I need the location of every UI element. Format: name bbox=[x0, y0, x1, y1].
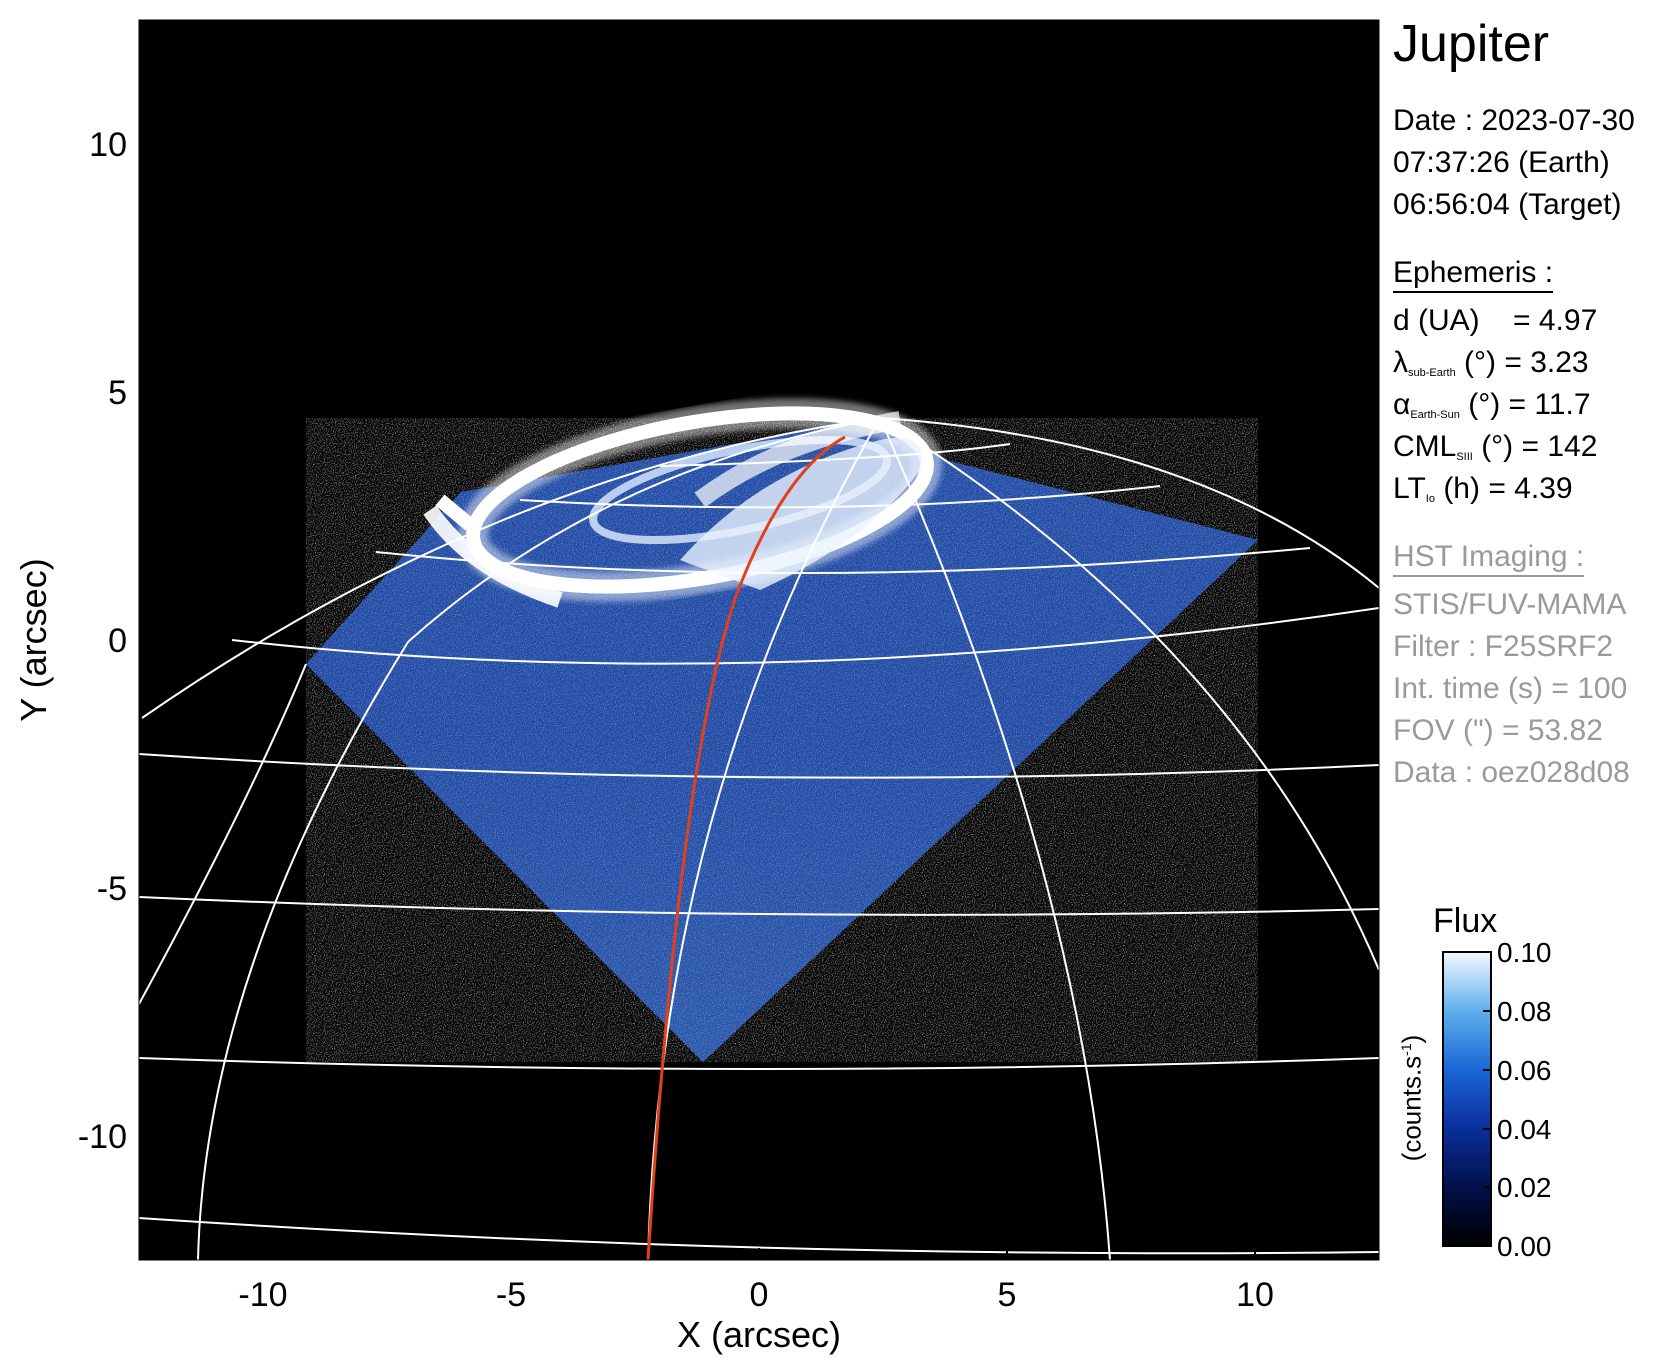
lambda-subscript: sub-Earth bbox=[1408, 367, 1456, 379]
hst-filter: Filter : F25SRF2 bbox=[1393, 630, 1614, 663]
x-ticks bbox=[262, 1248, 1256, 1260]
alpha-subscript: Earth-Sun bbox=[1410, 409, 1460, 421]
lambda-value: (°) = 3.23 bbox=[1455, 346, 1589, 379]
cml-value: (°) = 142 bbox=[1472, 430, 1598, 463]
colorbar bbox=[1442, 951, 1492, 1247]
date-line: Date : 2023-07-30 bbox=[1393, 104, 1635, 137]
time-earth-line: 07:37:26 (Earth) bbox=[1393, 146, 1610, 179]
colorbar-unit-end: ) bbox=[1396, 1034, 1427, 1044]
x-tick-label: 0 bbox=[750, 1276, 769, 1314]
ephemeris-sub-earth-latitude: λsub-Earth (°) = 3.23 bbox=[1393, 346, 1589, 380]
colorbar-unit: (counts.s-1) bbox=[1397, 1035, 1428, 1162]
hst-int-time: Int. time (s) = 100 bbox=[1393, 672, 1628, 705]
lambda-symbol: λ bbox=[1393, 346, 1408, 379]
lat-lon-grid bbox=[139, 416, 1379, 1260]
hst-header-text: HST Imaging : bbox=[1393, 540, 1585, 577]
time-target-line: 06:56:04 (Target) bbox=[1393, 188, 1622, 221]
x-tick-label: 10 bbox=[1236, 1276, 1274, 1314]
y-tick-label: 5 bbox=[108, 374, 127, 412]
colorbar-ticks bbox=[1483, 951, 1491, 1247]
lt-symbol: LT bbox=[1393, 472, 1426, 505]
y-tick-label: 0 bbox=[108, 622, 127, 660]
colorbar-unit-main: (counts.s bbox=[1396, 1055, 1427, 1162]
lt-value: (h) = 4.39 bbox=[1434, 472, 1573, 505]
alpha-value: (°) = 11.7 bbox=[1459, 388, 1591, 421]
colorbar-tick-label: 0.00 bbox=[1497, 1231, 1552, 1262]
y-tick-label: 10 bbox=[89, 126, 127, 164]
hst-header: HST Imaging : bbox=[1393, 540, 1585, 577]
hst-fov: FOV (") = 53.82 bbox=[1393, 714, 1603, 747]
colorbar-tick-label: 0.08 bbox=[1497, 996, 1552, 1027]
colorbar-unit-sup: -1 bbox=[1397, 1043, 1414, 1056]
x-tick-label: 5 bbox=[998, 1276, 1017, 1314]
ephemeris-cml: CMLSIII (°) = 142 bbox=[1393, 430, 1597, 464]
colorbar-tick-label: 0.10 bbox=[1497, 937, 1552, 968]
colorbar-title: Flux bbox=[1433, 902, 1498, 940]
x-tick-label: -5 bbox=[496, 1276, 526, 1314]
ephemeris-header: Ephemeris : bbox=[1393, 256, 1554, 293]
io-footprint-curve bbox=[646, 435, 846, 1260]
hst-data-id: Data : oez028d08 bbox=[1393, 756, 1630, 789]
target-title: Jupiter bbox=[1393, 15, 1550, 73]
ephemeris-io-local-time: LTIo (h) = 4.39 bbox=[1393, 472, 1573, 506]
ephemeris-distance: d (UA) = 4.97 bbox=[1393, 304, 1598, 337]
lt-subscript: Io bbox=[1425, 493, 1435, 505]
hst-instrument: STIS/FUV-MAMA bbox=[1393, 588, 1627, 621]
colorbar-tick-label: 0.02 bbox=[1497, 1172, 1552, 1203]
x-tick-label: -10 bbox=[238, 1276, 287, 1314]
y-ticks bbox=[139, 143, 151, 1137]
ephemeris-header-text: Ephemeris : bbox=[1393, 256, 1554, 293]
colorbar-tick-label: 0.04 bbox=[1497, 1114, 1552, 1145]
cml-symbol: CML bbox=[1393, 430, 1457, 463]
ephemeris-phase-angle: αEarth-Sun (°) = 11.7 bbox=[1393, 388, 1591, 422]
alpha-symbol: α bbox=[1393, 388, 1411, 421]
y-tick-label: -10 bbox=[78, 1118, 127, 1156]
colorbar-tick-label: 0.06 bbox=[1497, 1055, 1552, 1086]
cml-subscript: SIII bbox=[1456, 451, 1473, 463]
x-axis-label: X (arcsec) bbox=[677, 1314, 841, 1355]
y-tick-label: -5 bbox=[97, 870, 127, 908]
y-axis-label: Y (arcsec) bbox=[13, 558, 54, 721]
